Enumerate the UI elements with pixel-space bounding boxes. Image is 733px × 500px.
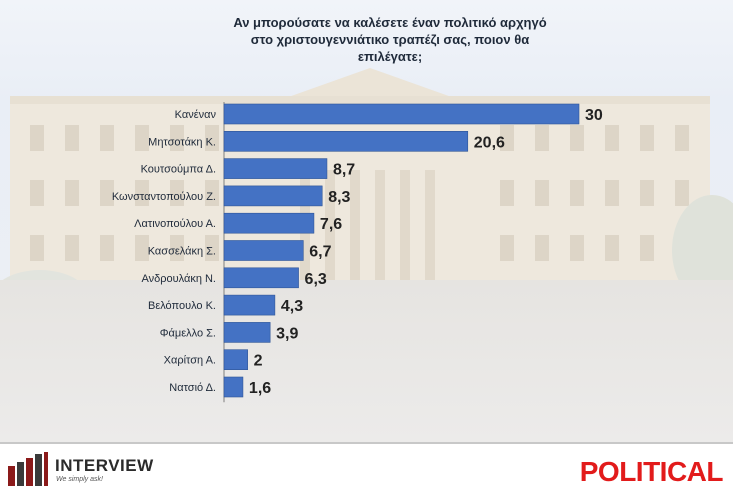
chart-title-line-1: Αν μπορούσατε να καλέσετε έναν πολιτικό … xyxy=(233,15,547,30)
bar-4 xyxy=(223,212,315,234)
bar-0 xyxy=(223,103,580,125)
value-label-3: 8,3 xyxy=(328,189,350,206)
category-label-6: Ανδρουλάκη Ν. xyxy=(141,273,216,285)
political-logo: POLITICAL xyxy=(579,456,724,487)
category-label-0: Κανέναν xyxy=(175,109,217,121)
category-label-8: Φάμελλο Σ. xyxy=(160,327,216,339)
footer-divider xyxy=(0,442,733,444)
value-label-2: 8,7 xyxy=(333,162,355,179)
value-label-6: 6,3 xyxy=(305,271,327,288)
bar-10 xyxy=(223,376,244,398)
interview-brand-name: INTERVIEW xyxy=(55,456,154,475)
category-label-3: Κωνσταντοπούλου Ζ. xyxy=(112,191,216,203)
category-label-10: Νατσιό Δ. xyxy=(169,382,216,394)
bar-7 xyxy=(223,294,276,316)
category-label-2: Κουτσούμπα Δ. xyxy=(141,164,216,176)
bar-3 xyxy=(223,185,323,207)
value-label-7: 4,3 xyxy=(281,298,303,315)
value-label-8: 3,9 xyxy=(276,325,298,342)
bar-5 xyxy=(223,240,304,261)
bar-6 xyxy=(223,267,299,289)
value-label-1: 20,6 xyxy=(474,134,505,151)
value-label-9: 2 xyxy=(254,353,263,370)
value-label-5: 6,7 xyxy=(309,244,331,261)
interview-logo-icon xyxy=(8,452,48,486)
chart-marks: Κανέναν 30 Μητσοτάκη Κ. 20,6 Κουτσούμπα Δ. 8,… xyxy=(112,102,603,403)
value-label-0: 30 xyxy=(585,107,603,124)
chart-title-line-2: στο χριστουγεννιάτικο τραπέζι σας, ποιον… xyxy=(250,32,530,47)
value-label-4: 7,6 xyxy=(320,216,342,233)
category-label-5: Κασσελάκη Σ. xyxy=(148,246,216,258)
chart-title-line-3: επιλέγατε; xyxy=(357,49,423,64)
bar-2 xyxy=(223,158,328,179)
bar-1 xyxy=(223,131,469,152)
category-label-9: Χαρίτση Α. xyxy=(164,355,216,367)
interview-tagline: We simply ask! xyxy=(56,476,103,483)
bar-9 xyxy=(223,349,248,371)
category-label-7: Βελόπουλο Κ. xyxy=(148,300,216,312)
chart-title: Αν μπορούσατε να καλέσετε έναν πολιτικό … xyxy=(130,14,650,65)
category-label-4: Λατινοπούλου Α. xyxy=(134,218,216,230)
category-label-1: Μητσοτάκη Κ. xyxy=(148,136,216,148)
bar-8 xyxy=(223,322,271,343)
value-label-10: 1,6 xyxy=(249,380,271,397)
